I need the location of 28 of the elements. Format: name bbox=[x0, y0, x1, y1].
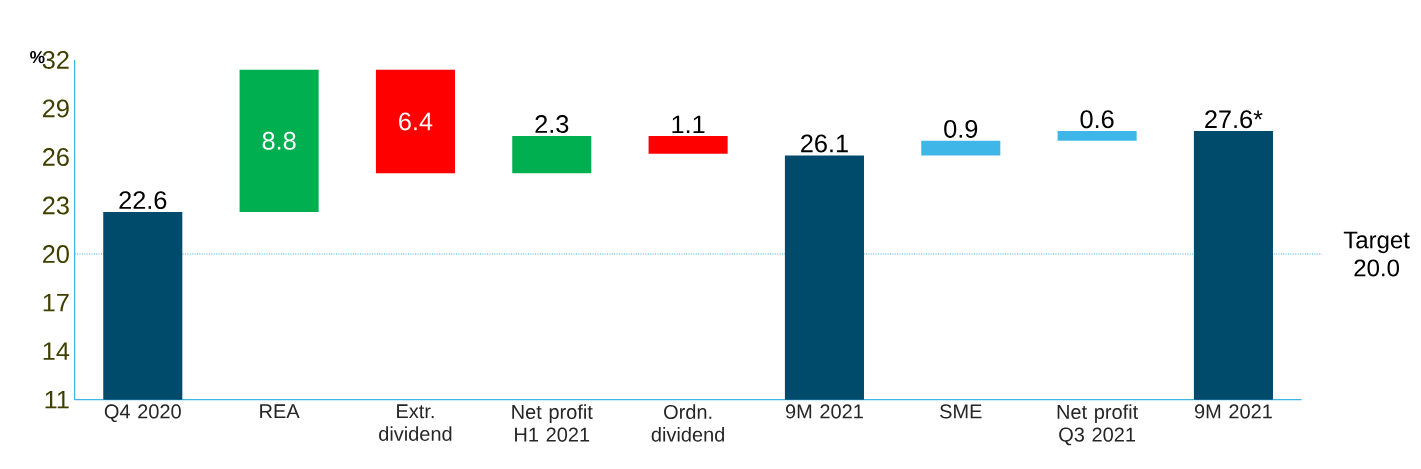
data-label: 26.1 bbox=[801, 134, 848, 153]
y-axis-title: % bbox=[30, 51, 45, 64]
data-label: 1.1 bbox=[672, 115, 705, 134]
data-label: 2.3 bbox=[535, 115, 569, 134]
data-label: 22.6 bbox=[119, 191, 167, 210]
x-tick-label: Net profit Q3 2021 bbox=[1057, 404, 1139, 446]
y-tick-label: 32 bbox=[42, 51, 69, 69]
y-tick-label: 11 bbox=[45, 391, 69, 409]
y-tick-label: 29 bbox=[43, 99, 69, 118]
x-tick-label: Ordn. dividend bbox=[651, 404, 725, 442]
data-label: 6.4 bbox=[399, 112, 433, 131]
ref-line-label: Target 20.0 bbox=[1343, 231, 1410, 277]
x-tick-label: 9M 2021 bbox=[1194, 404, 1272, 419]
x-tick-label: 9M 2021 bbox=[785, 404, 863, 419]
y-tick-label: 14 bbox=[43, 342, 70, 360]
y-tick-label: 20 bbox=[43, 245, 69, 264]
data-label: 0.6 bbox=[1080, 110, 1114, 129]
x-tick-label: Net profit H1 2021 bbox=[512, 404, 593, 442]
y-tick-label: 23 bbox=[43, 196, 69, 215]
x-tick-label: Q4 2020 bbox=[104, 404, 181, 423]
data-label: 0.9 bbox=[944, 120, 978, 138]
y-tick-label: 26 bbox=[43, 148, 69, 166]
x-tick-label: REA bbox=[260, 404, 300, 419]
x-tick-label: Extr. dividend bbox=[379, 404, 452, 441]
data-label: 27.6* bbox=[1205, 110, 1263, 129]
x-tick-label: SME bbox=[940, 404, 982, 419]
data-label: 8.8 bbox=[262, 131, 296, 150]
y-tick-label: 17 bbox=[43, 293, 69, 312]
